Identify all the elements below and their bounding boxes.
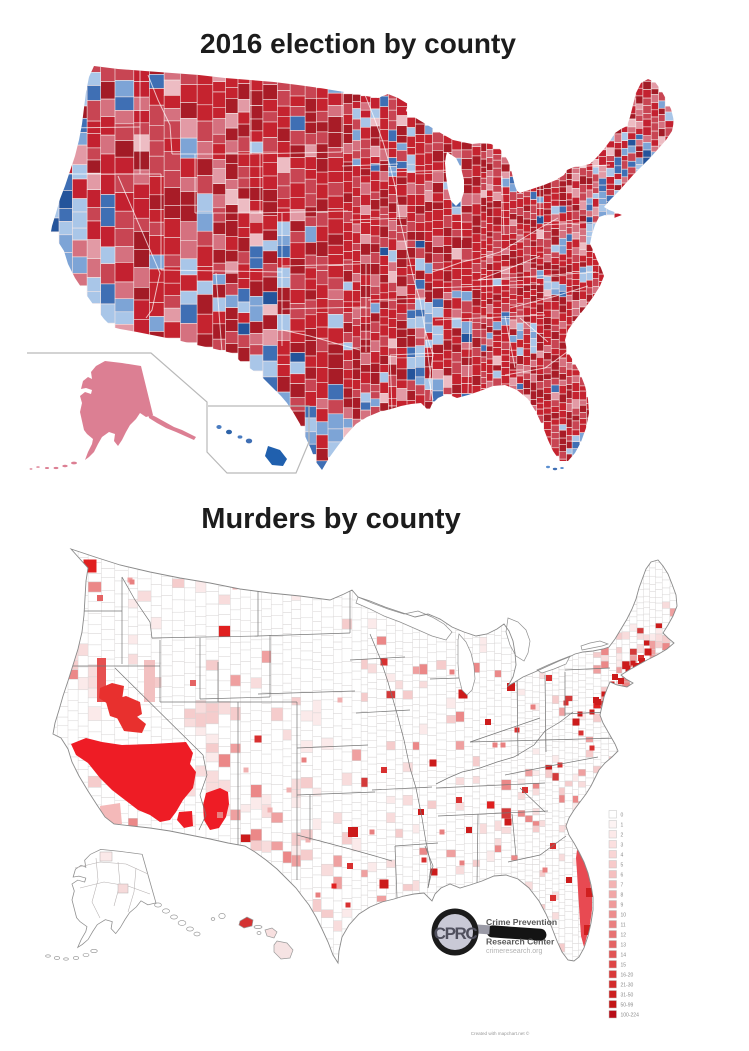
svg-text:9: 9 xyxy=(621,903,624,909)
svg-text:8: 8 xyxy=(621,893,624,899)
svg-text:4: 4 xyxy=(621,853,624,859)
svg-text:6: 6 xyxy=(621,873,624,879)
svg-text:31-50: 31-50 xyxy=(621,993,634,999)
svg-text:16-20: 16-20 xyxy=(621,973,634,979)
svg-text:Created with mapchart.net ©: Created with mapchart.net © xyxy=(471,1030,530,1036)
svg-text:7: 7 xyxy=(621,883,624,889)
svg-text:Research Center: Research Center xyxy=(486,937,555,947)
svg-text:15: 15 xyxy=(621,963,627,969)
svg-text:12: 12 xyxy=(621,933,627,939)
svg-text:13: 13 xyxy=(621,943,627,949)
svg-text:50-99: 50-99 xyxy=(621,1003,634,1009)
svg-text:21-30: 21-30 xyxy=(621,983,634,989)
svg-text:5: 5 xyxy=(621,863,624,869)
svg-text:2: 2 xyxy=(621,833,624,839)
svg-text:10: 10 xyxy=(621,913,627,919)
svg-text:11: 11 xyxy=(621,923,626,929)
svg-text:3: 3 xyxy=(621,843,624,849)
svg-text:0: 0 xyxy=(621,813,624,819)
svg-text:100-224: 100-224 xyxy=(621,1013,640,1019)
svg-text:crimeresearch.org: crimeresearch.org xyxy=(486,948,543,955)
svg-text:1: 1 xyxy=(621,823,624,829)
svg-text:Murders by county: Murders by county xyxy=(201,503,460,535)
svg-text:Crime Prevention: Crime Prevention xyxy=(486,917,557,927)
svg-text:2016 election by county: 2016 election by county xyxy=(200,28,516,59)
svg-text:CPRC: CPRC xyxy=(434,924,478,943)
svg-text:14: 14 xyxy=(621,953,627,959)
